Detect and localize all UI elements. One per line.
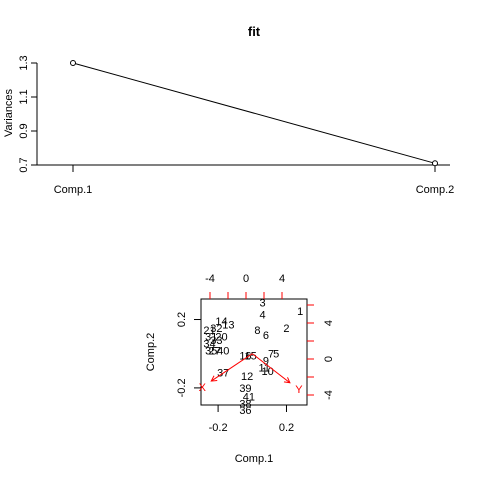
biplot-point-label: 5 bbox=[273, 349, 279, 361]
biplot-right-tick-label: -4 bbox=[323, 390, 335, 400]
biplot-point-label: 13 bbox=[222, 320, 234, 332]
scree-point bbox=[70, 60, 76, 66]
biplot-point-label: 36 bbox=[239, 405, 251, 417]
biplot-point-label: 7 bbox=[268, 349, 274, 361]
biplot-point-label: 35 bbox=[205, 345, 217, 357]
biplot-loading-arrowhead bbox=[210, 375, 218, 382]
biplot-ytick-label: 0.2 bbox=[176, 312, 188, 327]
biplot-point-label: 27 bbox=[209, 345, 221, 357]
biplot-frame bbox=[200, 298, 308, 406]
biplot-top-tick-label: -4 bbox=[205, 273, 215, 285]
scree-ytick-label: 0.7 bbox=[18, 157, 30, 172]
biplot-point-label: 39 bbox=[239, 383, 251, 395]
biplot-point-label: 38 bbox=[239, 398, 251, 410]
biplot-point-label: 33 bbox=[210, 335, 222, 347]
scree-line bbox=[72, 62, 436, 164]
biplot-top-tick-label: 4 bbox=[279, 273, 285, 285]
scree-title: fit bbox=[248, 24, 261, 39]
biplot-point-label: 16 bbox=[239, 350, 251, 362]
biplot-point-label: 1 bbox=[297, 306, 303, 318]
scree-point bbox=[432, 160, 438, 167]
biplot-ylabel: Comp.2 bbox=[145, 333, 157, 372]
biplot-xtick-label: -0.2 bbox=[209, 422, 228, 434]
biplot-loading-arrow bbox=[210, 353, 253, 382]
biplot-point-label: 41 bbox=[243, 391, 255, 403]
biplot-loading-label: Y bbox=[295, 384, 303, 396]
biplot-top-tick-label: 0 bbox=[243, 273, 249, 285]
biplot-point-label: 11 bbox=[259, 362, 270, 374]
biplot-right-tick-label: 0 bbox=[323, 356, 335, 362]
biplot-loading-arrow bbox=[251, 353, 291, 384]
biplot-point-label: 32 bbox=[210, 323, 222, 335]
biplot-point-label: 12 bbox=[241, 371, 253, 383]
biplot-point-label: 10 bbox=[262, 366, 274, 378]
biplot-xtick-label: 0.2 bbox=[279, 422, 294, 434]
scree-xtick-label: Comp.1 bbox=[54, 184, 93, 196]
biplot-point-label: 8 bbox=[254, 325, 260, 337]
biplot-point-label: 15 bbox=[244, 350, 256, 362]
biplot-point-label: 6 bbox=[263, 330, 269, 342]
biplot-point-label: 21 bbox=[203, 325, 215, 337]
biplot-point-label: 31 bbox=[205, 332, 217, 344]
biplot-loading-label: X bbox=[199, 382, 207, 394]
biplot-point-label: 9 bbox=[263, 356, 269, 368]
biplot-point-label: 2 bbox=[283, 323, 289, 335]
scree-ytick-label: 0.9 bbox=[18, 123, 30, 138]
biplot-xlabel: Comp.1 bbox=[235, 453, 274, 465]
biplot-point-label: 20 bbox=[215, 332, 227, 344]
biplot-point-label: 4 bbox=[259, 309, 265, 321]
scree-ytick-label: 1.1 bbox=[18, 89, 30, 104]
scree-xtick-label: Comp.2 bbox=[416, 184, 455, 196]
scree-plot: fit Variances 0.7 0.9 1.1 1.3 Comp.1 Comp.2 bbox=[3, 24, 454, 196]
biplot-ytick-label: -0.2 bbox=[176, 378, 188, 397]
scree-ylabel: Variances bbox=[3, 88, 15, 137]
biplot-right-tick-label: 4 bbox=[323, 320, 335, 326]
biplot-point-label: 40 bbox=[217, 345, 229, 357]
scree-ytick-label: 1.3 bbox=[18, 55, 30, 70]
biplot-point-label: 34 bbox=[203, 338, 215, 350]
biplot-point-label: 14 bbox=[215, 316, 227, 328]
biplot: Comp.1 Comp.2 -0.2 0.2-0.20.2-4 0 4-404 123… bbox=[145, 273, 335, 465]
biplot-loading-arrowhead bbox=[283, 377, 291, 384]
biplot-point-label: 3 bbox=[259, 297, 265, 309]
